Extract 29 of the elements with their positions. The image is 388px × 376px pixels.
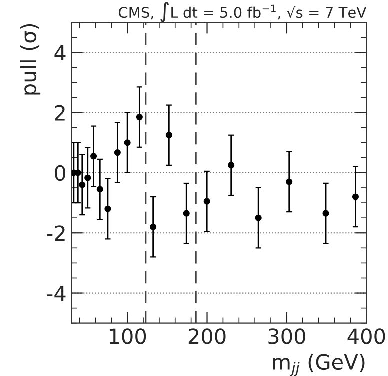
y-tick-label: 4 <box>54 45 66 61</box>
point <box>136 114 143 121</box>
x-tick-label: 200 <box>188 328 226 344</box>
y-axis-title: pull (σ) <box>20 24 41 95</box>
y-tick-label: 0 <box>55 165 66 182</box>
point <box>84 174 92 182</box>
point <box>104 206 112 212</box>
point <box>114 150 121 156</box>
x-axis-title: m$_{jj}$ (GeV) <box>273 354 365 376</box>
point <box>228 162 235 169</box>
point <box>204 198 210 205</box>
x-tick-label: 300 <box>268 328 306 344</box>
x-tick-label: 400 <box>348 328 386 344</box>
point <box>286 178 293 186</box>
y-tick-label: -2 <box>47 226 65 242</box>
point <box>352 194 359 200</box>
chart-title: CMS, ∫L dt = 5.0 fb$^{−1}$, √s = 7 TeV <box>118 2 367 22</box>
point <box>183 210 190 217</box>
y-tick-label: -4 <box>47 286 66 302</box>
point <box>255 214 262 222</box>
point <box>322 210 330 217</box>
point <box>79 182 86 188</box>
point <box>150 224 157 230</box>
point <box>124 140 131 146</box>
y-tick-label: 2 <box>55 105 65 121</box>
point <box>96 186 104 193</box>
point <box>90 153 98 160</box>
point <box>166 132 172 139</box>
x-tick-label: 100 <box>110 328 146 344</box>
